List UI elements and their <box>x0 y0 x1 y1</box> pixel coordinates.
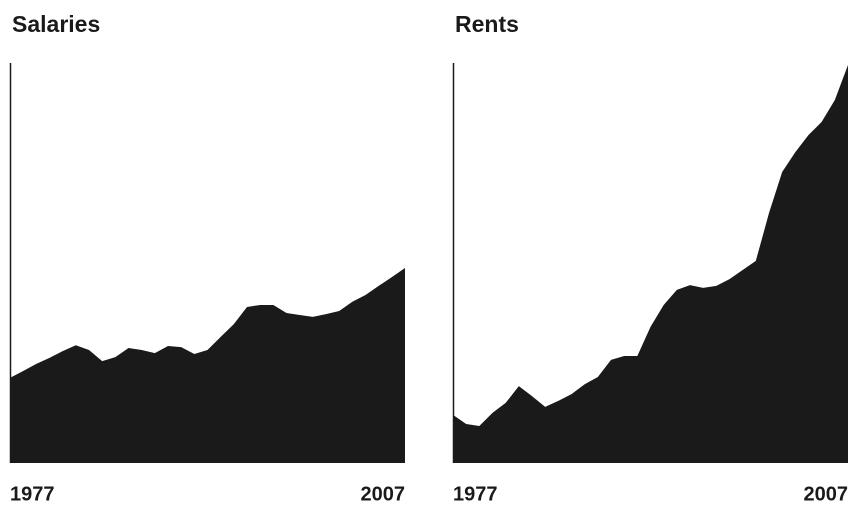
chart-title: Rents <box>455 11 519 37</box>
area <box>10 267 405 463</box>
x-tick-label: 2007 <box>804 483 849 505</box>
chart-title: Salaries <box>12 11 100 37</box>
x-tick-label: 1977 <box>453 483 498 505</box>
x-tick-label: 2007 <box>361 483 406 505</box>
x-tick-label: 1977 <box>10 483 55 505</box>
area <box>453 65 848 463</box>
